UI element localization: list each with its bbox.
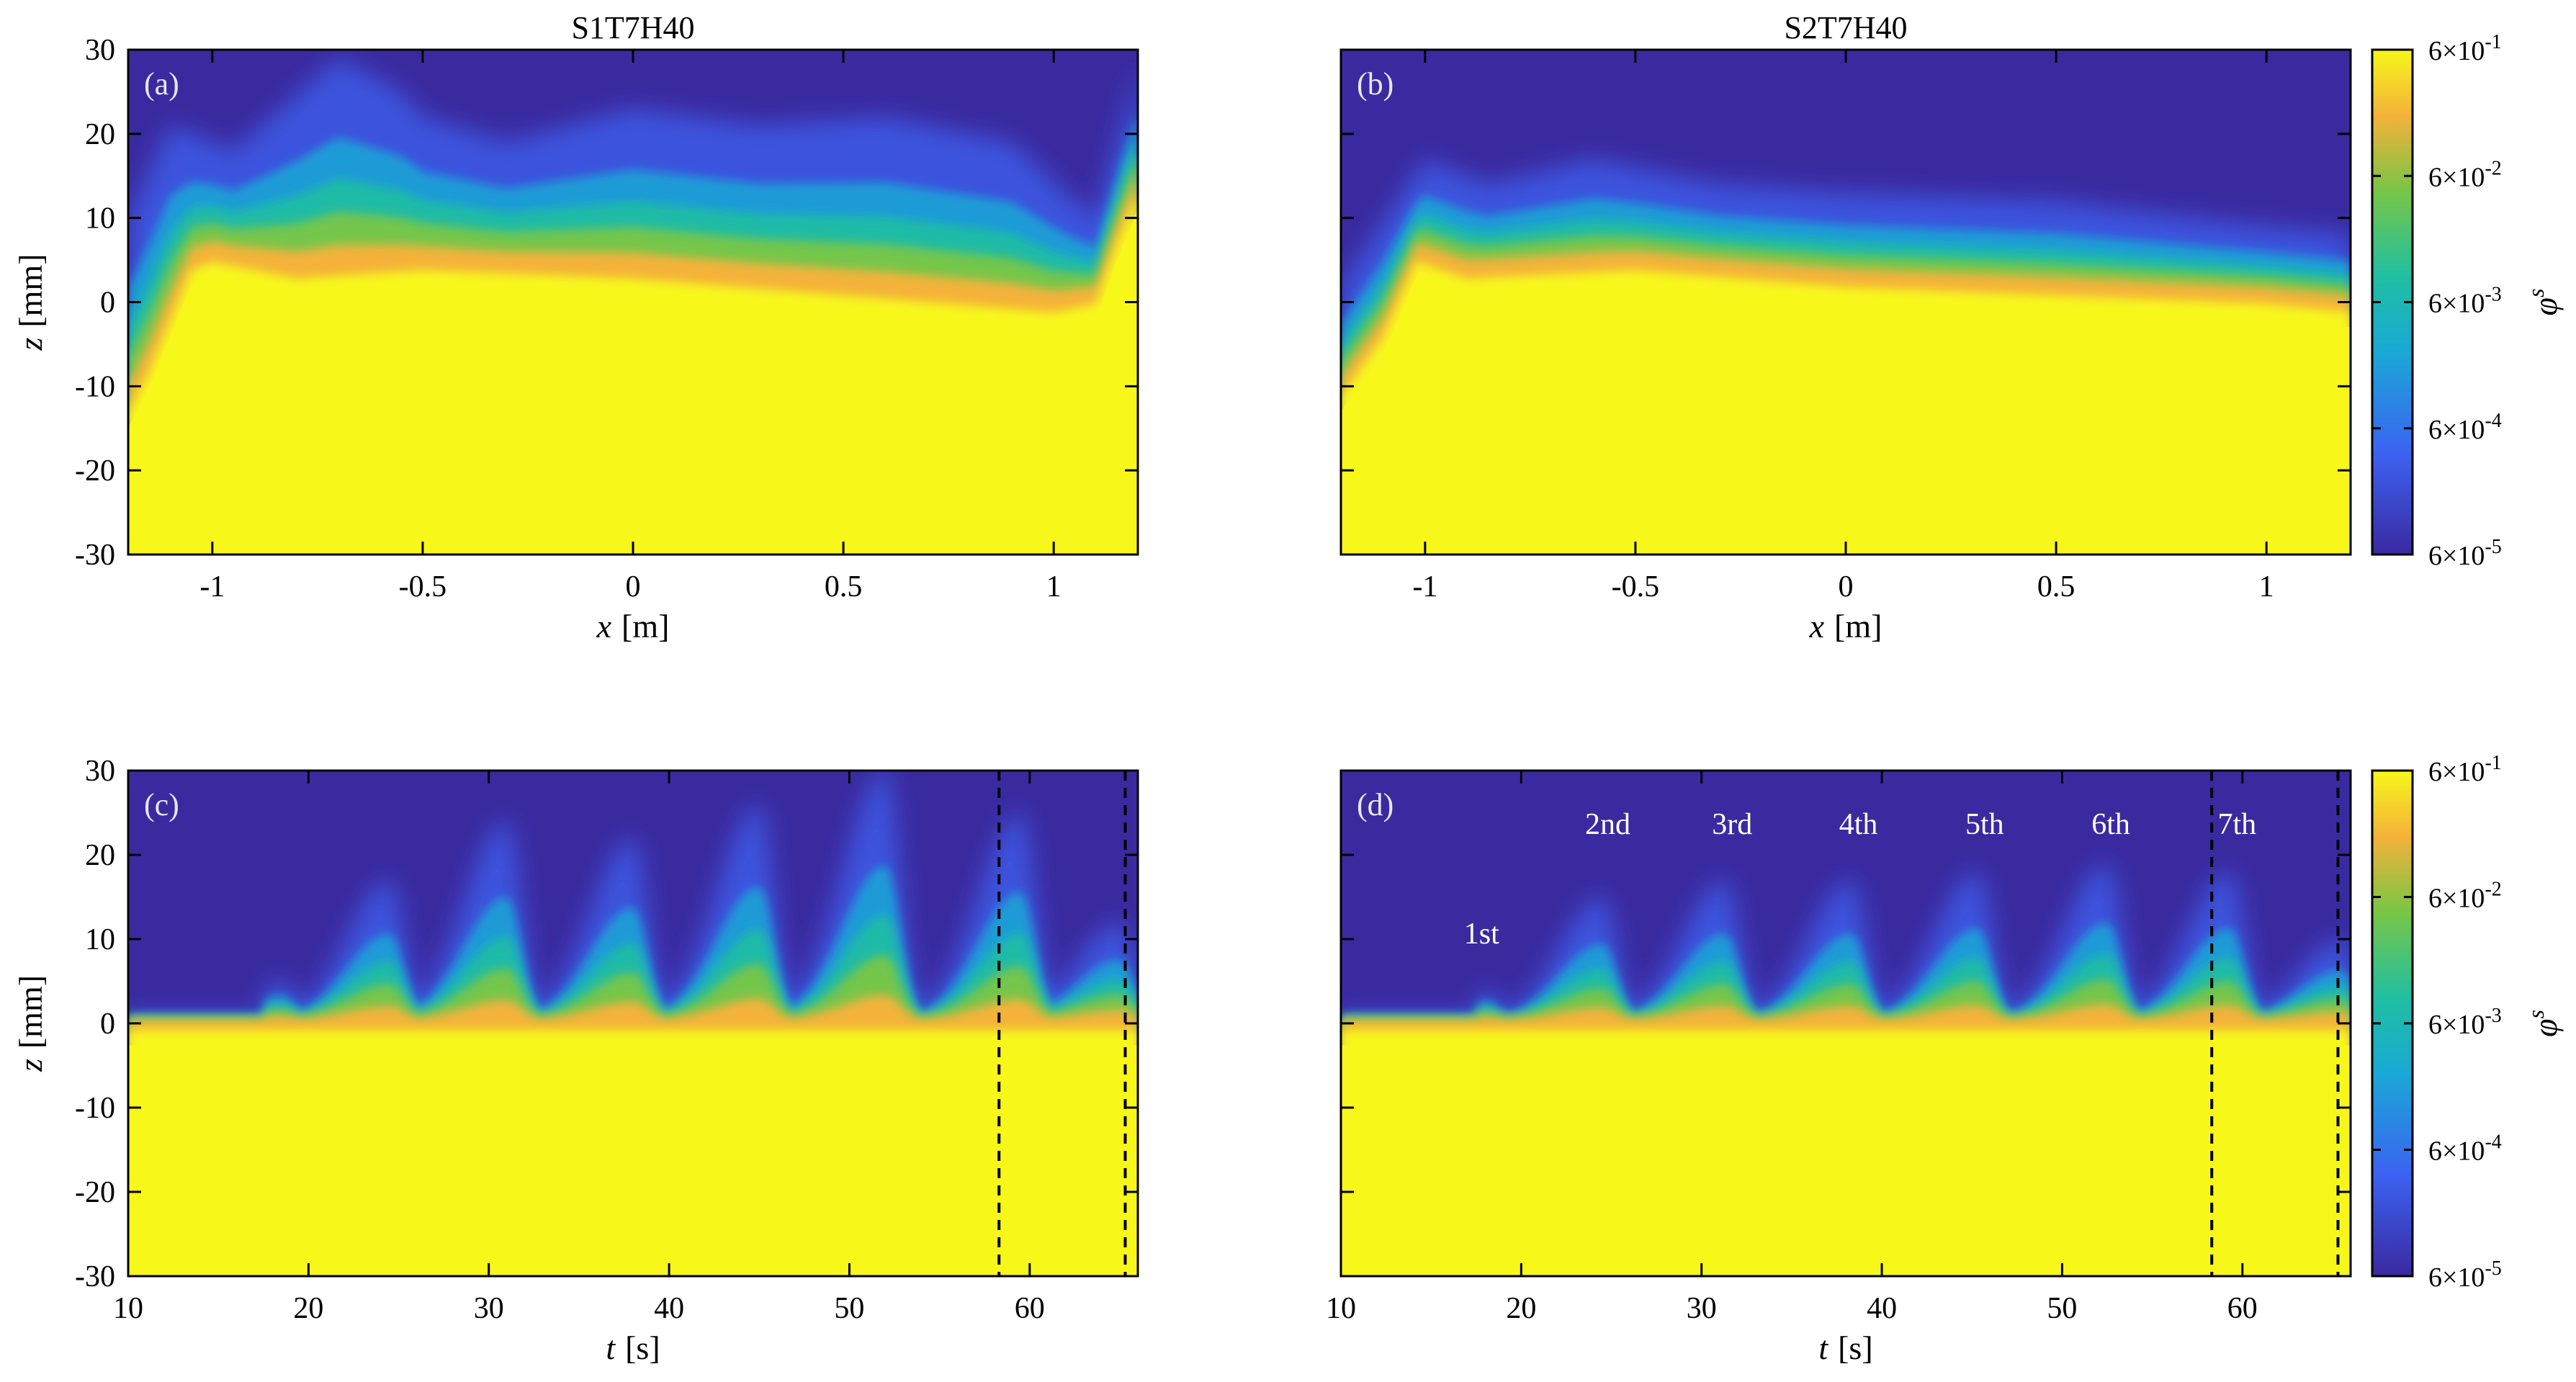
y-tick-label: -30 — [75, 1260, 115, 1293]
panel-a: -1 -0.5 0 0.5 1 -30 -20 -10 0 10 20 30 x [m] z[mm] S1T7… — [12, 10, 1139, 645]
heatmap-field-d — [1341, 771, 2351, 1276]
y-tick-label: 0 — [100, 287, 115, 320]
heatmap-field-b — [1341, 50, 2351, 555]
y-tick-label: -20 — [75, 454, 115, 488]
x-tick-label: 1 — [1046, 570, 1062, 603]
y-tick-label: -10 — [75, 1092, 115, 1125]
y-axis-label: z[mm] — [12, 253, 49, 351]
colorbar-tick-label: 6×10-2 — [2428, 879, 2502, 914]
panel-c: 10 20 30 40 50 60 -30 -20 -10 0 10 20 30 t [s] z[mm] (c) — [12, 755, 1139, 1366]
event-annotation: 2nd — [1585, 808, 1630, 841]
colorbar-tick-label: 6×10-4 — [2428, 410, 2502, 445]
colorbar-tick-label: 6×10-1 — [2428, 31, 2502, 66]
y-axis-label: z[mm] — [12, 975, 49, 1072]
colorbar-1: 6×10-1 6×10-2 6×10-3 6×10-4 6×10-5 φs — [2371, 31, 2564, 571]
y-tick-label: 20 — [85, 839, 115, 872]
y-tick-label: 10 — [85, 202, 115, 235]
x-tick-label: -1 — [199, 570, 225, 603]
x-tick-label: 0.5 — [825, 570, 863, 603]
x-axis-label: x [m] — [596, 608, 670, 645]
panel-title: S1T7H40 — [571, 10, 694, 45]
colorbar-tick-label: 6×10-3 — [2428, 1005, 2502, 1040]
event-annotation: 5th — [1965, 808, 2004, 841]
x-axis-label: x [m] — [1809, 608, 1882, 645]
x-tick-label: 50 — [834, 1292, 864, 1325]
colorbar-tick-label: 6×10-5 — [2428, 1257, 2502, 1293]
colorbar-tick-label: 6×10-5 — [2428, 536, 2502, 571]
colorbar-label: φs — [2523, 1010, 2564, 1037]
x-tick-label: 20 — [1506, 1292, 1536, 1325]
x-tick-label: 50 — [2047, 1292, 2077, 1325]
x-axis-label: t [s] — [606, 1329, 660, 1366]
heatmap-field-a — [128, 50, 1138, 555]
x-tick-label: -0.5 — [399, 570, 447, 603]
colorbar-tick-label: 6×10-4 — [2428, 1131, 2502, 1167]
x-tick-label: 30 — [1687, 1292, 1717, 1325]
x-tick-label: 0 — [1839, 570, 1854, 603]
x-tick-label: 40 — [1867, 1292, 1897, 1325]
panel-label: (d) — [1357, 787, 1394, 822]
y-tick-label: 30 — [85, 34, 115, 67]
x-tick-label: 20 — [293, 1292, 323, 1325]
y-tick-label: 10 — [85, 923, 115, 956]
bed-yellow-core — [128, 1045, 1138, 1276]
x-tick-label: 0 — [626, 570, 641, 603]
panel-title: S2T7H40 — [1784, 10, 1907, 45]
y-tick-label: -20 — [75, 1176, 115, 1209]
bed-yellow-core — [1341, 277, 2351, 555]
x-tick-label: 1 — [2259, 570, 2274, 603]
bed-yellow-core — [1341, 1045, 2351, 1276]
x-tick-label: 60 — [1015, 1292, 1045, 1325]
panel-label: (a) — [144, 66, 179, 102]
x-tick-label: 10 — [1326, 1292, 1356, 1325]
event-annotation: 6th — [2091, 808, 2130, 841]
x-tick-label: 40 — [654, 1292, 684, 1325]
y-tick-label: 0 — [100, 1008, 115, 1041]
panel-label: (b) — [1357, 66, 1394, 102]
event-annotation: 4th — [1839, 808, 1878, 841]
colorbar-label: φs — [2523, 289, 2564, 316]
colorbar-tick-label: 6×10-3 — [2428, 284, 2502, 319]
heatmap-field-c — [128, 771, 1138, 1276]
x-tick-label: 30 — [474, 1292, 504, 1325]
y-tick-label: 20 — [85, 118, 115, 151]
panel-b: -1 -0.5 0 0.5 1 x [m] S2T7H40 (b) — [1339, 10, 2352, 645]
x-tick-label: 0.5 — [2037, 570, 2075, 603]
x-tick-label: 10 — [113, 1292, 143, 1325]
x-tick-label: -0.5 — [1612, 570, 1660, 603]
event-annotation: 7th — [2217, 808, 2256, 841]
event-annotation: 3rd — [1712, 808, 1752, 841]
y-tick-label: -30 — [75, 539, 115, 572]
colorbar-2: 6×10-1 6×10-2 6×10-3 6×10-4 6×10-5 φs — [2371, 752, 2564, 1293]
x-axis-label: t [s] — [1818, 1329, 1872, 1366]
y-tick-label: 30 — [85, 755, 115, 788]
colorbar-tick-label: 6×10-1 — [2428, 752, 2502, 787]
x-tick-label: -1 — [1412, 570, 1437, 603]
event-annotation: 1st — [1464, 917, 1499, 951]
y-tick-label: -10 — [75, 370, 115, 403]
colorbar-tick-label: 6×10-2 — [2428, 157, 2502, 192]
panel-label: (c) — [144, 787, 179, 822]
x-tick-label: 60 — [2227, 1292, 2258, 1325]
bed-yellow-core — [128, 210, 1138, 555]
panel-d: 10 20 30 40 50 60 t [s] (d) 1st 2nd 3rd 4th 5th 6th 7th — [1326, 769, 2352, 1366]
